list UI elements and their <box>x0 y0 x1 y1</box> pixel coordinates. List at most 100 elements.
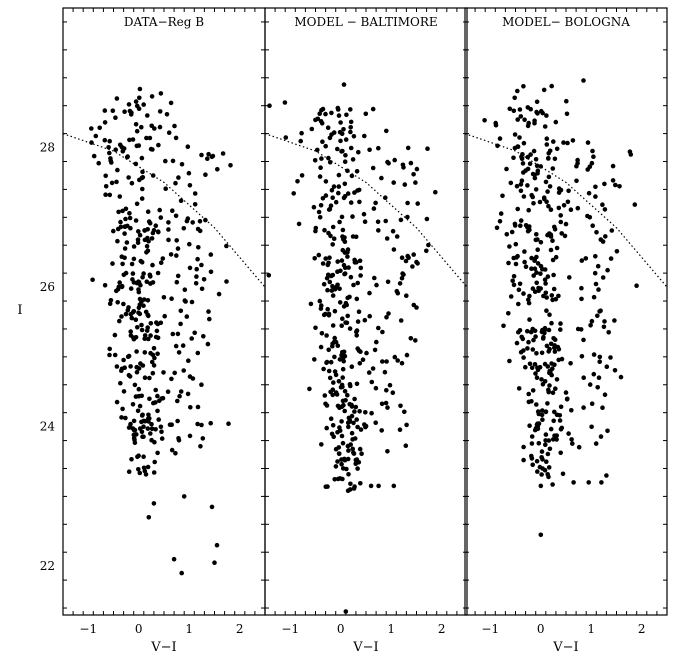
data-point <box>169 422 174 428</box>
data-point <box>139 155 145 161</box>
data-point <box>541 87 547 93</box>
panel-frame <box>62 7 266 616</box>
data-point <box>157 398 162 404</box>
data-point <box>515 88 520 94</box>
data-point <box>299 173 305 178</box>
data-point <box>379 401 385 407</box>
data-point <box>506 311 511 316</box>
data-point <box>141 303 146 309</box>
data-point <box>327 160 333 165</box>
data-point <box>400 271 405 276</box>
data-point <box>184 314 190 319</box>
data-point <box>127 215 133 221</box>
data-point <box>382 369 388 375</box>
data-point <box>140 169 145 175</box>
data-point <box>544 459 549 465</box>
data-point <box>126 353 132 359</box>
data-point <box>348 274 354 280</box>
data-point <box>140 412 145 418</box>
data-point <box>322 393 328 398</box>
data-point <box>187 433 193 439</box>
data-point <box>593 194 598 199</box>
data-point <box>352 436 358 441</box>
data-point <box>175 331 181 337</box>
data-point <box>530 194 535 200</box>
data-point <box>339 419 344 424</box>
data-point <box>551 139 556 144</box>
data-point <box>346 448 351 453</box>
data-point <box>128 364 133 369</box>
data-point <box>331 380 336 385</box>
data-point <box>158 260 164 266</box>
data-point <box>166 227 171 232</box>
data-point <box>529 434 535 439</box>
data-point <box>126 305 131 310</box>
data-point <box>358 427 364 432</box>
data-point <box>308 301 314 307</box>
data-point <box>145 113 150 118</box>
data-point <box>376 228 381 233</box>
data-point <box>414 305 419 310</box>
data-point <box>355 319 361 324</box>
data-point <box>130 137 136 142</box>
data-point <box>534 254 539 260</box>
data-point <box>550 437 556 442</box>
data-point <box>617 184 622 189</box>
data-point <box>318 203 324 208</box>
data-point <box>321 281 327 287</box>
data-point <box>135 454 140 460</box>
data-point <box>391 180 397 185</box>
data-point <box>226 421 231 427</box>
data-point <box>354 333 360 338</box>
data-point <box>163 186 168 191</box>
data-point <box>384 236 390 241</box>
data-point <box>508 294 514 299</box>
data-point <box>337 129 343 135</box>
data-point <box>497 219 503 224</box>
data-point <box>166 237 171 243</box>
data-point <box>553 119 559 125</box>
data-point <box>368 483 374 489</box>
data-point <box>327 206 333 212</box>
data-point <box>208 269 214 275</box>
data-point <box>535 237 540 242</box>
y-tick-label: 26 <box>40 280 55 294</box>
data-point <box>533 157 539 162</box>
data-point <box>323 193 329 198</box>
data-point <box>206 309 211 314</box>
data-point <box>533 334 538 339</box>
data-point <box>150 280 156 285</box>
data-point <box>529 456 535 461</box>
data-point <box>575 157 580 163</box>
data-point <box>552 156 558 162</box>
data-point <box>359 451 364 457</box>
data-point <box>357 361 363 366</box>
data-point <box>135 325 140 330</box>
data-point <box>517 135 522 140</box>
data-point <box>585 140 591 145</box>
data-point <box>511 274 517 279</box>
data-point <box>529 441 535 446</box>
data-point <box>151 363 157 368</box>
data-point <box>149 437 154 443</box>
data-point <box>518 182 524 187</box>
data-point <box>186 358 191 364</box>
x-tick-label: 2 <box>438 622 446 636</box>
data-point <box>102 120 108 125</box>
data-point <box>337 300 343 305</box>
data-point <box>592 270 598 276</box>
x-tick-label: −1 <box>281 622 299 636</box>
data-point <box>325 125 331 130</box>
data-point <box>591 154 596 159</box>
data-point <box>511 155 516 161</box>
data-point <box>182 287 188 293</box>
data-point <box>384 315 389 320</box>
data-point <box>516 301 521 307</box>
data-point <box>604 364 610 370</box>
data-point <box>413 180 418 185</box>
data-point <box>331 434 337 440</box>
data-point <box>542 379 548 384</box>
panel-3: −1 0 1 2 V−I MODEL− BOLOGNA <box>464 7 668 655</box>
data-point <box>149 236 155 241</box>
data-point <box>180 343 186 348</box>
